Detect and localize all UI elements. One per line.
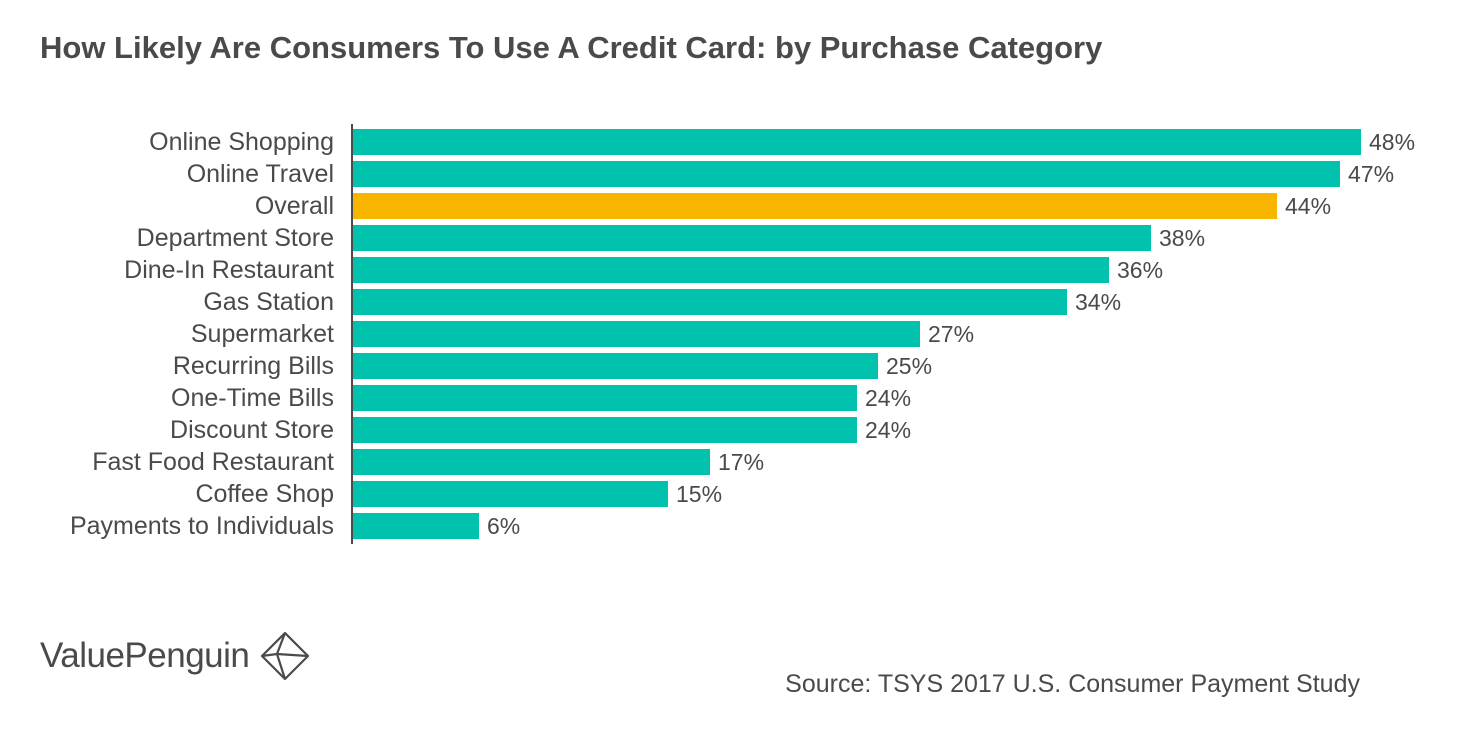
bar-supermarket [353, 321, 920, 347]
bar-payments-to-individuals [353, 513, 479, 539]
source-note: Source: TSYS 2017 U.S. Consumer Payment … [785, 670, 1360, 698]
value-label: 27% [928, 321, 974, 347]
category-label: Department Store [137, 224, 334, 252]
value-label: 48% [1369, 129, 1415, 155]
chart-title: How Likely Are Consumers To Use A Credit… [40, 30, 1103, 65]
value-label: 6% [487, 513, 520, 539]
bar-one-time-bills [353, 385, 857, 411]
category-label: Coffee Shop [195, 480, 334, 508]
value-label: 34% [1075, 289, 1121, 315]
bar-dine-in-restaurant [353, 257, 1109, 283]
bar-overall [353, 193, 1277, 219]
bar-coffee-shop [353, 481, 668, 507]
value-label: 25% [886, 353, 932, 379]
bar-gas-station [353, 289, 1067, 315]
bar-recurring-bills [353, 353, 878, 379]
bar-discount-store [353, 417, 857, 443]
category-label: Payments to Individuals [70, 512, 334, 540]
category-label: Online Travel [187, 160, 334, 188]
bar-fast-food-restaurant [353, 449, 710, 475]
bar-online-shopping [353, 129, 1361, 155]
bar-department-store [353, 225, 1151, 251]
value-label: 44% [1285, 193, 1331, 219]
value-label: 24% [865, 385, 911, 411]
value-label: 36% [1117, 257, 1163, 283]
category-label: Overall [255, 192, 334, 220]
valuepenguin-logo-icon [261, 631, 310, 681]
category-label: Online Shopping [149, 128, 334, 156]
brand-name: ValuePenguin [40, 636, 250, 675]
category-label: Dine-In Restaurant [124, 256, 334, 284]
category-label: One-Time Bills [171, 384, 334, 412]
category-label: Fast Food Restaurant [92, 448, 334, 476]
value-label: 17% [718, 449, 764, 475]
value-label: 15% [676, 481, 722, 507]
bar-online-travel [353, 161, 1340, 187]
value-label: 24% [865, 417, 911, 443]
category-label: Gas Station [203, 288, 334, 316]
category-label: Supermarket [191, 320, 334, 348]
value-label: 47% [1348, 161, 1394, 187]
value-label: 38% [1159, 225, 1205, 251]
category-label: Discount Store [170, 416, 334, 444]
brand-logo: ValuePenguin [40, 630, 311, 682]
category-label: Recurring Bills [173, 352, 334, 380]
